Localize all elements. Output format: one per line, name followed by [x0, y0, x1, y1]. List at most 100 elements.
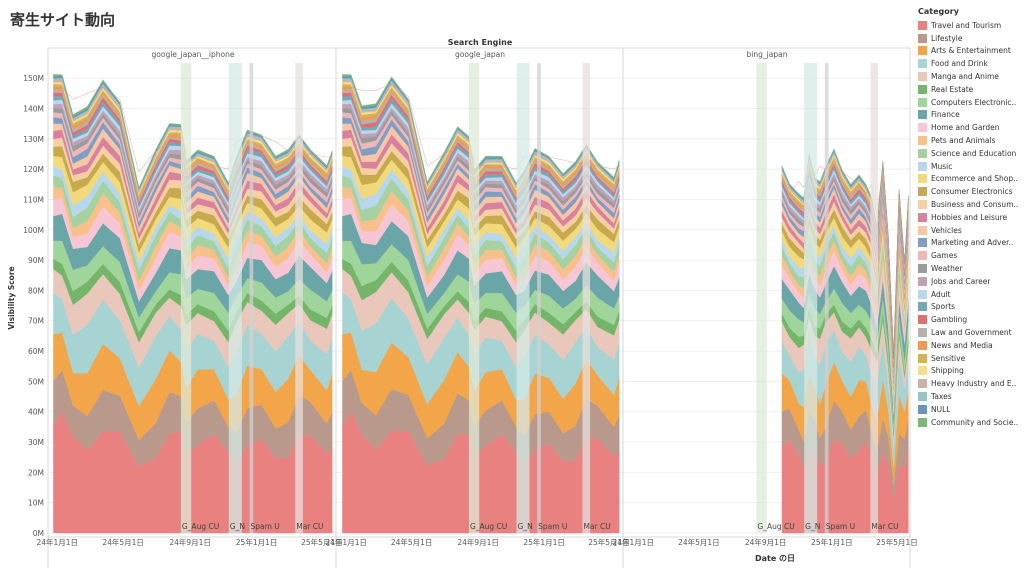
legend-swatch: [918, 289, 927, 299]
legend-swatch: [918, 353, 927, 363]
legend-item[interactable]: Shipping: [918, 365, 1024, 378]
x-tick-label: 25年1月1日: [523, 537, 565, 547]
x-tick-label: 25年1月1日: [236, 537, 278, 547]
panel-header-2: google_japan: [455, 50, 505, 59]
legend-item[interactable]: Computers Electronic..: [918, 96, 1024, 109]
annotation-band: [870, 63, 878, 533]
legend-label: Travel and Tourism: [931, 20, 1002, 30]
legend-swatch: [918, 187, 927, 197]
x-tick-label: 24年1月1日: [36, 537, 78, 547]
legend-item[interactable]: Arts & Entertainment: [918, 45, 1024, 58]
annotation-band: [582, 63, 591, 533]
x-tick-label: 24年9月1日: [169, 537, 211, 547]
annotation-band: [228, 63, 242, 533]
legend-item[interactable]: Consumer Electronics: [918, 185, 1024, 198]
legend-item[interactable]: Marketing and Adver..: [918, 237, 1024, 250]
legend-item[interactable]: Hobbies and Leisure: [918, 211, 1024, 224]
annotation-band: [824, 63, 829, 533]
legend-label: Games: [931, 251, 958, 261]
y-tick-label: 130M: [23, 135, 44, 144]
legend-swatch: [918, 33, 927, 43]
legend-item[interactable]: Music: [918, 160, 1024, 173]
y-tick-label: 100M: [23, 226, 44, 235]
legend-item[interactable]: Jobs and Career: [918, 275, 1024, 288]
legend-item[interactable]: Manga and Anime: [918, 70, 1024, 83]
x-tick-label: 24年5月1日: [102, 537, 144, 547]
legend-item[interactable]: Travel and Tourism: [918, 19, 1024, 32]
legend-item[interactable]: Gambling: [918, 313, 1024, 326]
annotation-label: Mar CU: [584, 522, 611, 531]
legend-item[interactable]: NULL: [918, 403, 1024, 416]
legend-label: Hobbies and Leisure: [931, 212, 1008, 222]
legend-swatch: [918, 110, 927, 120]
annotation-label: Mar CU: [871, 522, 898, 531]
panel-header-3: bing_japan: [747, 50, 788, 59]
legend-swatch: [918, 174, 927, 184]
legend-label: Heavy Industry and E..: [931, 379, 1017, 389]
legend-item[interactable]: Finance: [918, 109, 1024, 122]
area-community-and-socie-: [342, 74, 620, 184]
legend-item[interactable]: Home and Garden: [918, 121, 1024, 134]
legend-label: Music: [931, 161, 953, 171]
legend-item[interactable]: Games: [918, 249, 1024, 262]
legend-label: Sports: [931, 302, 956, 312]
legend-item[interactable]: Pets and Animals: [918, 134, 1024, 147]
annotation-band: [804, 63, 818, 533]
legend-swatch: [918, 46, 927, 56]
category-legend: Category Travel and Tourism Lifestyle Arts…: [918, 7, 1024, 429]
legend-swatch: [918, 59, 927, 69]
legend-label: Home and Garden: [931, 123, 1000, 133]
legend-label: Law and Government: [931, 328, 1012, 338]
legend-item[interactable]: Lifestyle: [918, 32, 1024, 45]
dashboard-title: 寄生サイト動向: [10, 11, 116, 29]
legend-label: Arts & Entertainment: [931, 46, 1011, 56]
x-tick-label: 24年9月1日: [745, 537, 787, 547]
legend-swatch: [918, 366, 927, 376]
legend-swatch: [918, 417, 927, 427]
legend-label: Sensitive: [931, 353, 966, 363]
legend-swatch: [918, 302, 927, 312]
legend-label: Taxes: [931, 392, 952, 401]
legend-label: Real Estate: [931, 84, 974, 94]
legend-item[interactable]: Adult: [918, 288, 1024, 301]
legend-item[interactable]: Weather: [918, 262, 1024, 275]
legend-label: Vehicles: [931, 225, 962, 235]
legend-item[interactable]: Vehicles: [918, 224, 1024, 237]
legend-item[interactable]: Community and Socie..: [918, 416, 1024, 429]
annotation-label: G_N: [230, 522, 245, 531]
legend-item[interactable]: Taxes: [918, 390, 1024, 403]
x-tick-label: 24年5月1日: [391, 537, 433, 547]
legend-item[interactable]: Ecommerce and Shop..: [918, 173, 1024, 186]
legend-item[interactable]: Sensitive: [918, 352, 1024, 365]
legend-swatch: [918, 264, 927, 274]
x-tick-label: 24年1月1日: [612, 537, 654, 547]
legend-label: Science and Education: [931, 148, 1017, 158]
annotation-label: Spam U: [250, 522, 279, 531]
annotation-label: G_Aug CU: [757, 522, 794, 531]
annotation-label: Spam U: [826, 522, 855, 531]
legend-swatch: [918, 225, 927, 235]
legend-item[interactable]: Food and Drink: [918, 57, 1024, 70]
legend-item[interactable]: Science and Education: [918, 147, 1024, 160]
legend-label: Consumer Electronics: [931, 187, 1013, 197]
annotation-label: Spam U: [538, 522, 567, 531]
legend-label: Jobs and Career: [931, 276, 991, 286]
legend-item[interactable]: Heavy Industry and E..: [918, 377, 1024, 390]
annotation-band: [249, 63, 254, 533]
panel-header-1: google_japan__iphone: [152, 50, 235, 59]
annotation-band: [468, 63, 480, 533]
legend-swatch: [918, 251, 927, 261]
legend-item[interactable]: Real Estate: [918, 83, 1024, 96]
legend-item[interactable]: News and Media: [918, 339, 1024, 352]
x-tick-label: 25年5月1日: [588, 537, 630, 547]
legend-swatch: [918, 340, 927, 350]
legend-swatch: [918, 404, 927, 414]
legend-swatch: [918, 161, 927, 171]
y-tick-label: 80M: [28, 286, 44, 295]
legend-item[interactable]: Sports: [918, 301, 1024, 314]
legend-item[interactable]: Business and Consum..: [918, 198, 1024, 211]
annotation-label: G_Aug CU: [470, 522, 507, 531]
legend-item[interactable]: Law and Government: [918, 326, 1024, 339]
y-tick-label: 110M: [23, 195, 44, 204]
